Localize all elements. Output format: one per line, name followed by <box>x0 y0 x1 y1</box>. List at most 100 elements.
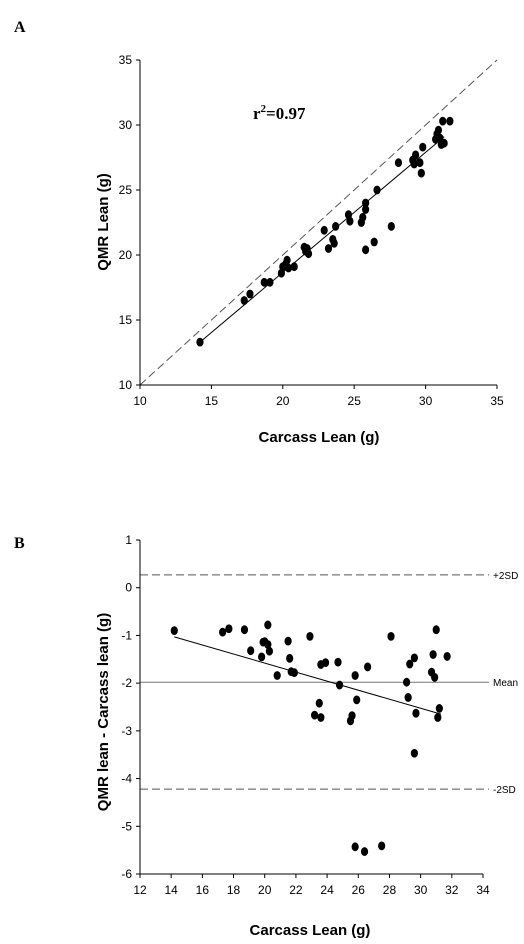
panel-a-data-point <box>283 255 291 265</box>
panel-b-data-point <box>348 711 356 720</box>
panel-b-y-tick-label: -1 <box>121 628 132 642</box>
panel-b-x-tick-label: 26 <box>352 883 366 897</box>
panel-b-data-point <box>435 704 443 713</box>
panel-b-x-tick-label: 34 <box>476 883 490 897</box>
panel-a-y-tick-label: 15 <box>119 313 133 327</box>
panel-a-reference-lines <box>139 59 498 386</box>
panel-b-y-tick-label: -2 <box>121 676 132 690</box>
panel-a-data-point <box>387 222 395 231</box>
panel-a-data-point <box>246 289 254 299</box>
panel-b-data-point <box>429 650 437 659</box>
panel-a-data-point <box>362 245 370 255</box>
panel-a-y-tick-label: 20 <box>119 248 133 262</box>
panel-b-data-point <box>360 847 369 856</box>
panel-b-y-tick-label: -5 <box>121 819 132 833</box>
panel-b-data-point <box>315 698 323 708</box>
panel-a-data-point <box>410 159 418 169</box>
panel-b-y-tick-label: -3 <box>121 724 132 738</box>
panel-b-data-point <box>264 620 272 630</box>
panel-b-data-point <box>431 673 439 682</box>
panel-a-data-point <box>320 225 328 235</box>
panel-b-data-point <box>284 636 292 646</box>
panel-b-reference-lines: +2SD Mean -2SD <box>140 571 518 796</box>
panel-b-data-point <box>265 646 274 656</box>
panel-a-x-axis-title: Carcass Lean (g) <box>259 429 380 446</box>
panel-a-data-point <box>260 277 268 287</box>
panel-b-x-tick-label: 16 <box>196 883 210 897</box>
panel-a-label: A <box>14 19 26 36</box>
panel-a-x-tick-label: 25 <box>348 394 362 408</box>
panel-b-data-point <box>387 631 395 641</box>
panel-a-x-tick-label: 10 <box>133 394 147 408</box>
panel-a-data-point <box>359 212 367 222</box>
panel-a-x-tick-label: 15 <box>205 394 219 408</box>
panel-a-data-point <box>394 158 403 168</box>
panel-b-data-point <box>219 627 227 637</box>
panel-b-data-point <box>403 677 411 687</box>
panel-a-data-point <box>416 158 424 168</box>
panel-b: B +2SD Mean -2SD 12 14 16 18 20 22 24 26 28 30 32 34 -… <box>14 533 518 939</box>
panel-a-x-tick-label: 30 <box>419 394 433 408</box>
panel-a-data-point <box>440 138 448 148</box>
panel-b-y-tick-label: -6 <box>121 867 132 881</box>
panel-b-y-tick-label: 1 <box>125 533 132 547</box>
panel-b-data-point <box>434 713 442 722</box>
panel-a: A 10 15 20 25 30 35 10 15 20 25 30 35 r2=0.97 Carca… <box>14 19 504 446</box>
panel-a-data-point <box>370 237 378 247</box>
panel-b-x-tick-label: 28 <box>383 883 397 897</box>
panel-b-data-point <box>404 693 412 702</box>
panel-b-ticks: 12 14 16 18 20 22 24 26 28 30 32 34 -6 -5 -4 -3 -2 -1 0 1 <box>121 533 490 897</box>
panel-b-data-point <box>264 640 272 649</box>
panel-b-data-point <box>225 624 233 634</box>
r-squared-annotation: r2=0.97 <box>253 103 306 123</box>
panel-b-data-point <box>412 708 420 718</box>
panel-a-data-point <box>362 205 370 214</box>
panel-b-data-point <box>306 631 314 641</box>
panel-b-data-point <box>290 668 298 678</box>
panel-b-data-point <box>353 695 361 705</box>
panel-a-data-point <box>332 222 340 231</box>
panel-a-data-point <box>439 116 447 126</box>
panel-a-ticks: 10 15 20 25 30 35 10 15 20 25 30 35 <box>119 53 504 408</box>
panel-a-data-point <box>362 198 370 208</box>
panel-a-y-tick-label: 30 <box>119 118 133 132</box>
reference-line-label: +2SD <box>493 571 518 582</box>
panel-b-data-point <box>311 710 319 720</box>
panel-b-data-point <box>334 657 342 667</box>
panel-b-data-point <box>351 671 359 680</box>
panel-a-data-point <box>434 125 443 135</box>
panel-a-y-tick-label: 25 <box>119 183 133 197</box>
panel-a-data-point <box>290 262 298 272</box>
panel-a-data-point <box>346 216 354 226</box>
identity-line <box>139 59 498 386</box>
panel-a-data-point <box>417 168 425 178</box>
panel-a-data-point <box>446 116 454 126</box>
panel-b-data-point <box>321 658 330 668</box>
panel-a-x-tick-label: 35 <box>490 394 504 408</box>
panel-b-data-point <box>410 748 418 758</box>
panel-b-data-point <box>410 653 418 663</box>
panel-a-data-point <box>324 244 333 253</box>
panel-a-data-point <box>412 150 420 160</box>
panel-a-data-point <box>304 249 313 259</box>
panel-b-x-tick-label: 22 <box>289 883 303 897</box>
panel-b-x-tick-label: 24 <box>320 883 334 897</box>
reference-line-label: -2SD <box>493 785 516 796</box>
panel-b-regression-line <box>174 636 442 715</box>
panel-a-data-point <box>196 337 204 347</box>
panel-a-data-point <box>284 263 293 273</box>
panel-a-points <box>196 116 454 347</box>
panel-b-label: B <box>14 535 25 552</box>
panel-b-x-tick-label: 12 <box>133 883 147 897</box>
panel-a-data-point <box>240 296 248 305</box>
panel-b-y-tick-label: 0 <box>125 581 132 595</box>
panel-a-y-tick-label: 35 <box>119 53 133 67</box>
panel-b-data-point <box>170 626 178 636</box>
panel-b-data-point <box>351 842 359 852</box>
panel-b-data-point <box>247 646 255 656</box>
panel-b-data-point <box>443 652 451 661</box>
panel-b-data-point <box>317 713 325 722</box>
panel-a-regression-line <box>199 136 445 343</box>
panel-b-data-point <box>378 841 386 851</box>
panel-b-data-point <box>273 671 281 680</box>
